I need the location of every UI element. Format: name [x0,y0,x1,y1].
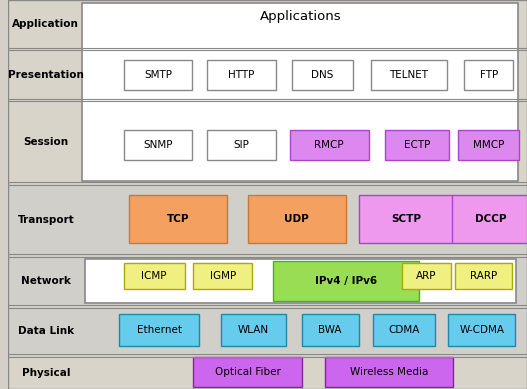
Bar [464,60,513,90]
Text: Transport: Transport [17,214,74,224]
Bar [8,185,527,254]
Text: IGMP: IGMP [210,271,236,281]
Text: Physical: Physical [22,368,70,378]
Bar [8,0,527,48]
Text: ARP: ARP [416,271,437,281]
Bar [448,314,515,346]
Text: Network: Network [21,276,71,286]
Bar [8,101,527,182]
Bar [359,195,453,243]
Text: SNMP: SNMP [143,140,173,150]
Text: SMTP: SMTP [144,70,172,80]
Text: CDMA: CDMA [388,325,419,335]
Bar [82,3,518,181]
Text: TELNET: TELNET [389,70,428,80]
Text: DNS: DNS [311,70,334,80]
Text: IPv4 / IPv6: IPv4 / IPv6 [315,276,377,286]
Bar [8,308,527,354]
Bar [124,130,192,160]
Text: RARP: RARP [470,271,497,281]
Bar [370,60,447,90]
Bar [129,195,227,243]
Text: SIP: SIP [234,140,250,150]
Bar [458,130,519,160]
Text: ICMP: ICMP [141,271,167,281]
Text: BWA: BWA [318,325,342,335]
Text: Session: Session [23,137,69,147]
Bar [248,195,346,243]
Text: Applications: Applications [260,9,341,23]
Bar [221,314,286,346]
Bar [119,314,199,346]
Text: Optical Fiber: Optical Fiber [214,367,280,377]
Text: Ethernet: Ethernet [136,325,181,335]
Bar [8,357,527,389]
Text: HTTP: HTTP [229,70,255,80]
Bar [8,257,527,305]
Text: MMCP: MMCP [473,140,504,150]
Bar [290,130,368,160]
Text: ECTP: ECTP [404,140,430,150]
Bar [325,357,453,387]
Text: DCCP: DCCP [475,214,506,224]
Text: SCTP: SCTP [391,214,421,224]
Text: WLAN: WLAN [238,325,269,335]
Text: W-CDMA: W-CDMA [459,325,504,335]
Text: RMCP: RMCP [315,140,344,150]
Bar [85,259,516,303]
Bar [292,60,353,90]
Text: TCP: TCP [167,214,189,224]
Bar [385,130,449,160]
Text: Application: Application [13,19,79,29]
Bar [207,130,276,160]
Bar [452,195,527,243]
Bar [124,263,184,289]
Text: Presentation: Presentation [8,70,84,79]
Bar [455,263,512,289]
Text: FTP: FTP [480,70,498,80]
Bar [193,263,252,289]
Bar [402,263,451,289]
Bar [373,314,435,346]
Text: Data Link: Data Link [18,326,74,336]
Bar [193,357,301,387]
Bar [301,314,359,346]
Text: Wireless Media: Wireless Media [350,367,428,377]
Bar [8,50,527,99]
Bar [124,60,192,90]
Bar [273,261,419,301]
Text: UDP: UDP [285,214,309,224]
Bar [207,60,276,90]
